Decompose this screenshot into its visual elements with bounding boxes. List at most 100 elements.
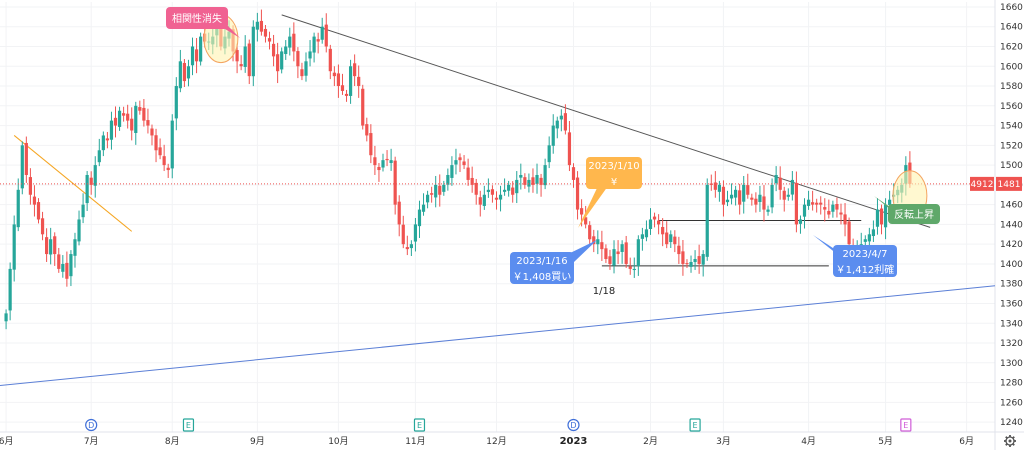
candle-body <box>770 184 774 208</box>
event-marker-letter: E <box>903 421 908 430</box>
candle-body <box>502 189 507 192</box>
candle-body <box>425 194 430 203</box>
candle-body <box>316 39 320 42</box>
candle-body <box>178 61 182 89</box>
candle-body <box>713 182 717 190</box>
x-tick-label: 12月 <box>486 436 506 447</box>
candle-body <box>36 202 41 220</box>
candle-body <box>863 239 867 242</box>
candle-body <box>73 239 77 256</box>
candle-body <box>40 218 45 235</box>
candle-body <box>815 202 819 205</box>
candle-body <box>300 69 304 77</box>
event-marker-circle <box>85 418 98 432</box>
candle-body <box>142 107 146 121</box>
candle-body <box>725 199 730 203</box>
callout-sell-text: 2023/4/7 <box>843 249 888 260</box>
candle-body <box>883 204 888 228</box>
candle-body <box>57 254 61 269</box>
y-tick-label: 1300 <box>1000 359 1023 369</box>
candle-body <box>357 76 361 87</box>
candle-body <box>600 242 604 250</box>
y-tick-label: 1440 <box>1000 220 1023 230</box>
y-tick-label: 1540 <box>1000 122 1023 132</box>
candle-body <box>304 61 308 76</box>
candle-body <box>288 36 292 48</box>
candle-body <box>182 62 187 82</box>
x-tick-label: 11月 <box>405 436 425 447</box>
trend-lines <box>0 14 996 387</box>
candle-body <box>802 204 807 217</box>
candle-body <box>81 204 85 218</box>
candle-body <box>624 242 628 264</box>
y-tick-label: 1260 <box>1000 398 1023 408</box>
candle-body <box>8 268 12 311</box>
candle-body <box>616 251 620 255</box>
callout-date-1-10-text: 2023/1/10 <box>588 161 639 172</box>
candle-body <box>677 245 681 255</box>
y-tick-label: 1560 <box>1000 102 1023 112</box>
candle-body <box>697 256 701 264</box>
candle-body <box>486 189 490 192</box>
callout-buy-text: ￥1,408買い <box>513 271 572 283</box>
candle-body <box>746 185 750 195</box>
candle-body <box>381 160 385 168</box>
candle-body <box>551 125 555 146</box>
price-tag-left: 4912 <box>971 180 994 190</box>
candle-body <box>170 120 174 169</box>
candle-body <box>689 261 693 267</box>
candle-body <box>827 210 831 215</box>
candle-body <box>620 244 624 252</box>
x-tick-label: 2023 <box>560 436 588 447</box>
candle-body <box>32 196 37 205</box>
candle-body <box>612 249 616 266</box>
event-marker-blue: D <box>567 418 580 432</box>
candle-body <box>97 150 101 163</box>
candle-body <box>45 237 49 255</box>
event-marker-blue: D <box>85 418 98 432</box>
candle-body <box>705 184 709 257</box>
candle-body <box>154 135 158 151</box>
y-tick-label: 1460 <box>1000 201 1023 211</box>
candle-body <box>754 198 758 205</box>
y-tick-label: 1600 <box>1000 62 1023 72</box>
candle-body <box>559 115 563 120</box>
candle-body <box>308 51 312 59</box>
callout-date-1-10-text: ¥ <box>611 177 617 188</box>
candle-body <box>523 177 527 185</box>
event-marker-green: E <box>689 418 701 432</box>
candle-body <box>417 209 422 227</box>
candle-body <box>89 177 93 185</box>
event-marker-green: E <box>413 418 426 432</box>
y-tick-label: 1580 <box>1000 82 1023 92</box>
candle-body <box>373 157 377 166</box>
candle-body <box>470 177 474 185</box>
candle-body <box>130 118 134 131</box>
candle-body <box>535 174 539 184</box>
candle-body <box>774 174 778 184</box>
candle-body <box>247 43 251 77</box>
event-marker-letter: E <box>186 421 191 430</box>
candle-body <box>146 120 150 126</box>
candle-body <box>12 224 16 270</box>
candle-body <box>243 46 247 67</box>
candle-body <box>190 46 195 66</box>
candle-body <box>867 234 871 242</box>
candle-body <box>385 158 389 161</box>
callouts: 相関性消失 2023/1/10 ¥2023/1/16 ￥1,408買い 2023/4/7… <box>166 7 940 297</box>
settings-button[interactable] <box>1004 435 1016 447</box>
candle-body <box>474 182 478 195</box>
candle-body <box>758 194 762 202</box>
candle-body <box>592 236 596 245</box>
candle-body <box>332 72 336 77</box>
price-tags: 4912 1481 <box>970 176 1022 191</box>
y-tick-label: 1380 <box>1000 280 1023 290</box>
candle-body <box>571 167 576 180</box>
candle-body <box>879 208 884 225</box>
candle-body <box>494 197 499 200</box>
candle-body <box>604 248 608 260</box>
candle-body <box>405 247 409 250</box>
candle-body <box>823 207 827 210</box>
candle-body <box>65 262 69 279</box>
x-tick-label: 10月 <box>328 436 348 447</box>
